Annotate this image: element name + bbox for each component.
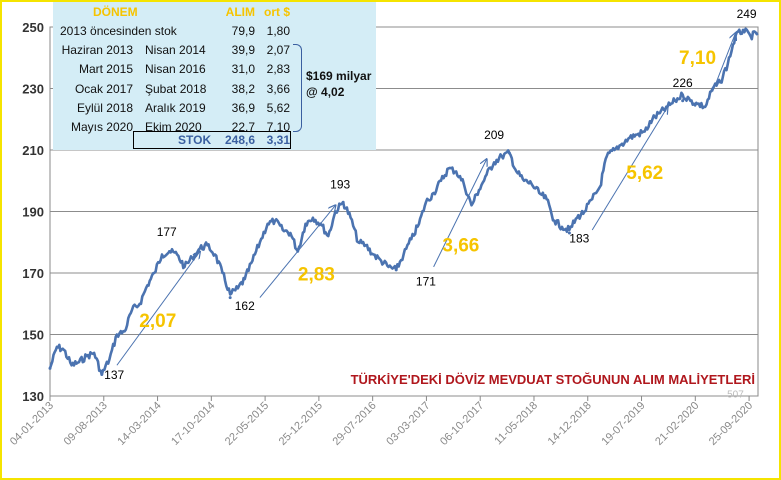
table-header-period: DÖNEM bbox=[93, 5, 138, 19]
bracket-label: $169 milyar @ 4,02 bbox=[306, 68, 371, 100]
table-cell-end: Nisan 2014 bbox=[145, 43, 206, 58]
x-tick-label: 22-05-2015 bbox=[223, 400, 271, 448]
table-cell-avg: 1,80 bbox=[266, 24, 290, 38]
x-tick-label: 14-03-2014 bbox=[115, 400, 163, 448]
trend-arrow bbox=[433, 159, 487, 268]
data-label: 507 bbox=[727, 390, 744, 401]
y-tick-label: 210 bbox=[22, 143, 44, 158]
table-cell-avg: 2,83 bbox=[266, 62, 290, 77]
data-label: 2,07 bbox=[139, 311, 176, 332]
table-cell-amount: 36,9 bbox=[231, 100, 255, 115]
series-point bbox=[228, 296, 232, 300]
x-tick-label: 04-01-2013 bbox=[8, 400, 56, 448]
x-tick-label: 09-08-2013 bbox=[62, 400, 110, 448]
table-cell-start: Eylül 2018 bbox=[76, 100, 133, 115]
y-tick-label: 150 bbox=[22, 328, 44, 343]
series-point bbox=[507, 151, 511, 155]
table-cell-start: Mart 2015 bbox=[78, 62, 133, 77]
data-label: 3,66 bbox=[442, 235, 479, 256]
table-cell-end: Nisan 2016 bbox=[145, 62, 206, 77]
table-cell-amount: 79,9 bbox=[231, 24, 255, 38]
table-cell-start: Haziran 2013 bbox=[61, 43, 133, 58]
table-cell-amount: 31,0 bbox=[231, 62, 255, 77]
series-point bbox=[341, 200, 345, 204]
series-point bbox=[394, 268, 398, 272]
x-tick-label: 03-03-2017 bbox=[384, 400, 432, 448]
bracket-label-line1: $169 milyar bbox=[306, 69, 372, 83]
data-label: 137 bbox=[104, 368, 124, 382]
table-cell-avg: 7,10 bbox=[266, 120, 290, 134]
x-tick-label: 11-05-2018 bbox=[492, 400, 540, 448]
data-label: 209 bbox=[484, 128, 504, 142]
data-label: 193 bbox=[330, 177, 350, 191]
table-cell-avg: 3,66 bbox=[266, 81, 290, 96]
series-point bbox=[48, 366, 52, 370]
table-cell-end: Ekim 2020 bbox=[145, 120, 202, 134]
trend-arrow bbox=[591, 107, 667, 231]
series-point bbox=[741, 28, 745, 32]
data-label: 171 bbox=[416, 274, 436, 288]
x-tick-label: 25-09-2020 bbox=[707, 400, 755, 448]
x-tick-label: 25-12-2015 bbox=[277, 400, 325, 448]
table-cell-start: Mayıs 2020 bbox=[70, 120, 133, 134]
series-point bbox=[681, 99, 685, 103]
table-cell-start: 2013 öncesinden stok bbox=[60, 24, 177, 38]
purchase-table bbox=[53, 2, 376, 150]
y-tick-label: 230 bbox=[22, 82, 44, 97]
series-line bbox=[48, 27, 759, 376]
table-cell-amount: 22,7 bbox=[231, 120, 255, 134]
x-tick-label: 17-10-2014 bbox=[169, 400, 217, 448]
series-point bbox=[167, 249, 171, 253]
data-label: 162 bbox=[235, 299, 255, 313]
x-tick-label: 14-12-2018 bbox=[546, 400, 594, 448]
series-point bbox=[100, 372, 104, 376]
table-cell-avg: 5,62 bbox=[266, 100, 290, 115]
table-total-amount: 248,6 bbox=[224, 133, 255, 147]
table-cell-start: Ocak 2017 bbox=[74, 81, 133, 96]
table-cell-avg: 2,07 bbox=[266, 43, 290, 58]
data-label: 7,10 bbox=[679, 48, 716, 69]
table-total-box bbox=[133, 131, 291, 149]
y-tick-label: 190 bbox=[22, 205, 44, 220]
data-label: 2,83 bbox=[298, 265, 335, 286]
table-header-amount: ALIM bbox=[225, 5, 255, 19]
data-label: 177 bbox=[157, 225, 177, 239]
y-tick-label: 250 bbox=[22, 20, 44, 35]
data-label: 183 bbox=[569, 231, 589, 245]
table-total-label: STOK bbox=[178, 133, 212, 147]
bracket-label-line2: @ 4,02 bbox=[306, 85, 345, 99]
table-header-avg: ort $ bbox=[263, 5, 290, 19]
y-tick-label: 170 bbox=[22, 266, 44, 281]
table-cell-amount: 39,9 bbox=[231, 43, 255, 58]
y-tick-label: 130 bbox=[22, 389, 44, 404]
table-cell-end: Şubat 2018 bbox=[145, 81, 207, 96]
x-tick-label: 19-07-2019 bbox=[599, 400, 647, 448]
series-point bbox=[567, 231, 571, 235]
trend-arrow bbox=[116, 251, 200, 366]
table-cell-end: Aralık 2019 bbox=[145, 100, 206, 115]
x-tick-label: 21-02-2020 bbox=[653, 400, 701, 448]
table-total-avg: 3,31 bbox=[266, 133, 290, 147]
table-cell-amount: 38,2 bbox=[231, 81, 255, 96]
data-label: 5,62 bbox=[626, 163, 663, 184]
chart-title: TÜRKİYE'DEKİ DÖVİZ MEVDUAT STOĞUNUN ALIM… bbox=[351, 372, 755, 387]
x-tick-label: 29-07-2016 bbox=[330, 400, 378, 448]
trend-arrow bbox=[712, 33, 736, 92]
x-tick-label: 06-10-2017 bbox=[438, 400, 486, 448]
bracket bbox=[293, 44, 302, 132]
data-label: 226 bbox=[673, 76, 693, 90]
data-label: 249 bbox=[737, 7, 757, 21]
